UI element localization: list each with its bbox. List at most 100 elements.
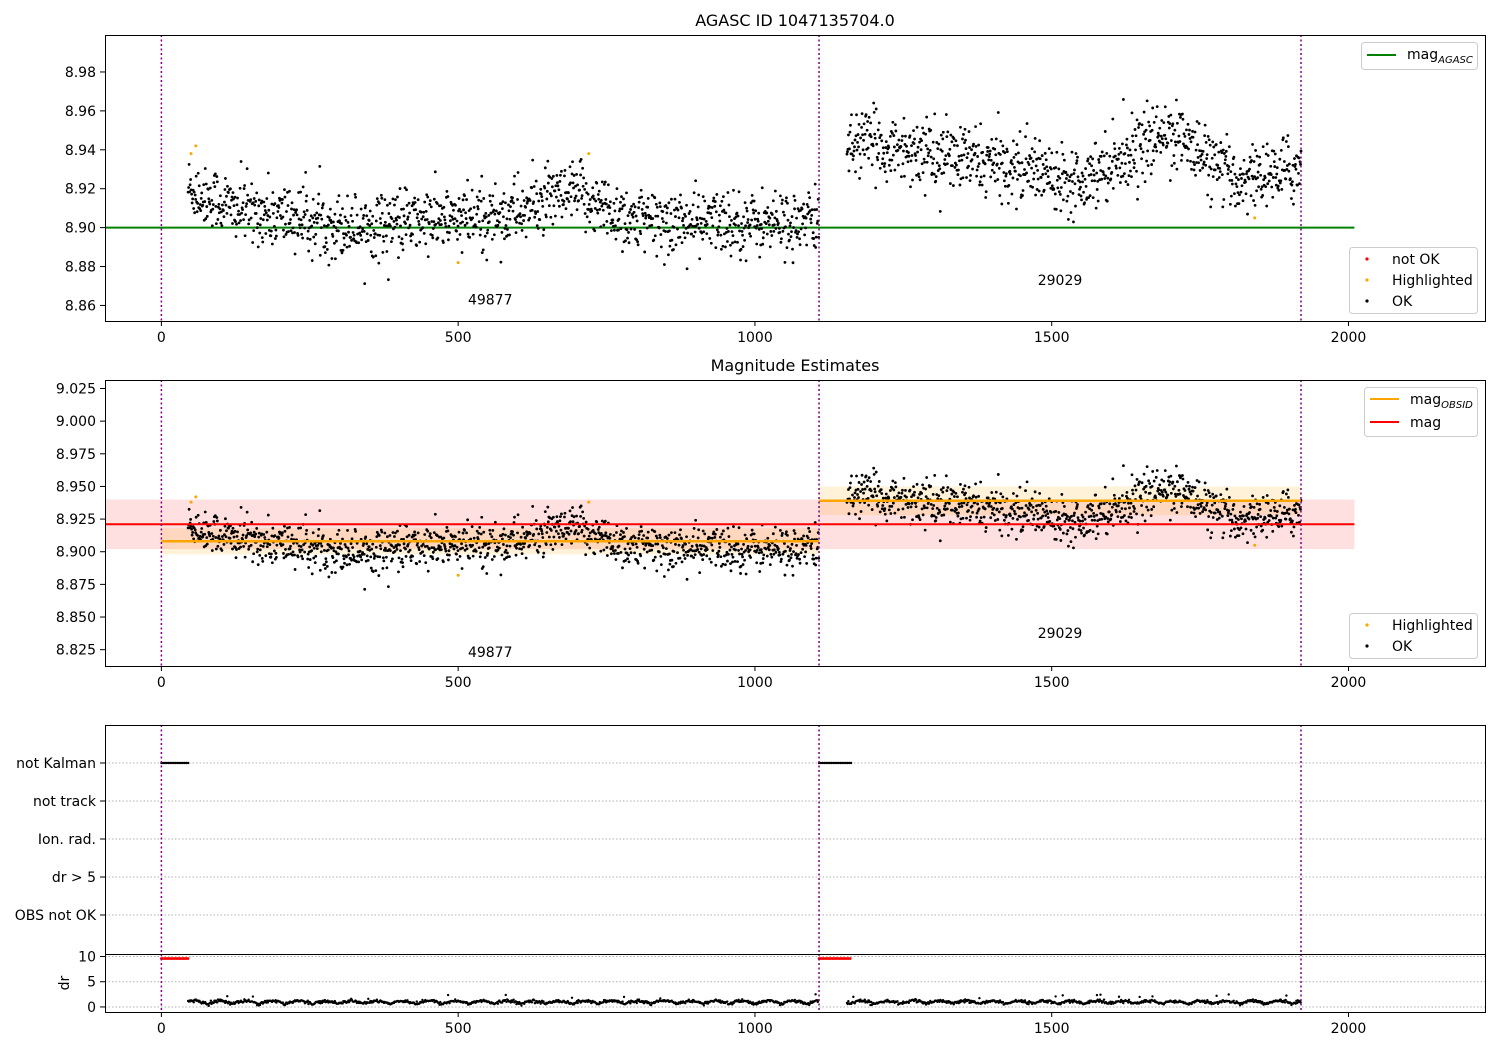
ok-point	[960, 501, 963, 505]
ok-point	[311, 197, 315, 201]
ok-point	[345, 563, 349, 567]
ok-point	[1063, 520, 1067, 523]
ok-point	[1092, 514, 1096, 518]
ok-point	[646, 205, 650, 209]
ok-point	[405, 188, 408, 192]
ok-point	[417, 548, 421, 552]
agasc-y-tick-label: 8.98	[65, 65, 96, 81]
ok-point	[718, 535, 722, 539]
flag-point	[837, 761, 840, 765]
ok-point	[365, 214, 369, 218]
ok-point	[281, 543, 285, 547]
ok-point	[705, 222, 709, 226]
ok-point	[1059, 539, 1063, 542]
ok-point	[956, 173, 960, 176]
ok-point	[293, 231, 296, 234]
ok-point	[1145, 99, 1149, 103]
ok-point	[298, 226, 302, 230]
ok-point	[572, 515, 576, 519]
ok-point	[798, 561, 802, 565]
ok-point	[1005, 147, 1009, 151]
ok-point	[1220, 514, 1224, 518]
ok-point	[1064, 170, 1068, 174]
ok-point	[350, 238, 353, 242]
ok-point	[361, 217, 365, 220]
ok-point	[364, 204, 368, 207]
agasc-y-tick-label: 8.90	[65, 221, 96, 237]
ok-point	[610, 221, 614, 225]
ok-point	[283, 195, 287, 199]
ok-point	[305, 528, 309, 532]
ok-point	[1206, 528, 1210, 532]
ok-point	[794, 229, 798, 232]
ok-point	[392, 219, 396, 223]
ok-point	[867, 115, 871, 119]
ok-point	[992, 161, 996, 165]
ok-point	[1046, 516, 1050, 519]
ok-point	[587, 202, 591, 206]
ok-point	[501, 532, 505, 536]
flag-point	[821, 761, 824, 765]
ok-point	[674, 542, 677, 546]
ok-point	[785, 246, 789, 249]
ok-point	[640, 208, 644, 211]
ok-point	[801, 222, 804, 226]
ok-point	[912, 142, 916, 145]
ok-point	[494, 209, 498, 213]
ok-point	[810, 542, 814, 545]
ok-point	[1259, 187, 1263, 191]
ok-point	[867, 503, 871, 507]
ok-point	[360, 238, 364, 242]
ok-point	[587, 534, 591, 538]
ok-point	[207, 197, 211, 201]
ok-point	[934, 519, 938, 523]
highlighted-point	[194, 144, 198, 148]
ok-point	[1092, 169, 1096, 172]
ok-point	[670, 238, 674, 242]
ok-point	[1137, 483, 1140, 486]
ok-point	[216, 544, 220, 548]
ok-point	[243, 184, 247, 187]
ok-point	[540, 529, 544, 533]
ok-point	[415, 562, 419, 566]
ok-point	[727, 535, 731, 538]
ok-point	[471, 216, 475, 220]
ok-point	[1041, 163, 1045, 166]
ok-point	[445, 190, 449, 193]
ok-point	[373, 554, 377, 558]
ok-point	[711, 549, 715, 552]
ok-point	[318, 568, 322, 572]
ok-point	[855, 148, 859, 152]
ok-point	[697, 193, 701, 197]
ok-point	[1215, 178, 1219, 181]
ok-point	[1008, 514, 1012, 518]
ok-point	[956, 495, 959, 499]
ok-point	[1007, 183, 1011, 187]
ok-point	[1049, 186, 1053, 190]
ok-point	[1091, 530, 1095, 534]
ok-point	[772, 229, 776, 233]
ok-point	[491, 194, 495, 198]
ok-point	[408, 211, 411, 215]
ok-point	[1010, 159, 1013, 162]
ok-point	[318, 165, 322, 168]
ok-point	[584, 553, 588, 557]
ok-point	[283, 524, 286, 528]
ok-point	[563, 168, 567, 172]
ok-point	[900, 516, 903, 519]
ok-point	[1012, 492, 1015, 495]
ok-point	[511, 196, 514, 200]
ok-point	[359, 207, 363, 211]
ok-point	[262, 533, 266, 536]
ok-point	[1147, 120, 1151, 124]
ok-point	[874, 186, 878, 190]
ok-point	[760, 186, 764, 190]
ok-point	[423, 200, 427, 204]
ok-point	[340, 222, 343, 225]
ok-point	[1248, 167, 1251, 171]
ok-point	[265, 545, 269, 548]
ok-point	[564, 207, 568, 211]
ok-point	[933, 112, 937, 116]
ok-point	[718, 204, 722, 208]
ok-point	[911, 178, 914, 182]
